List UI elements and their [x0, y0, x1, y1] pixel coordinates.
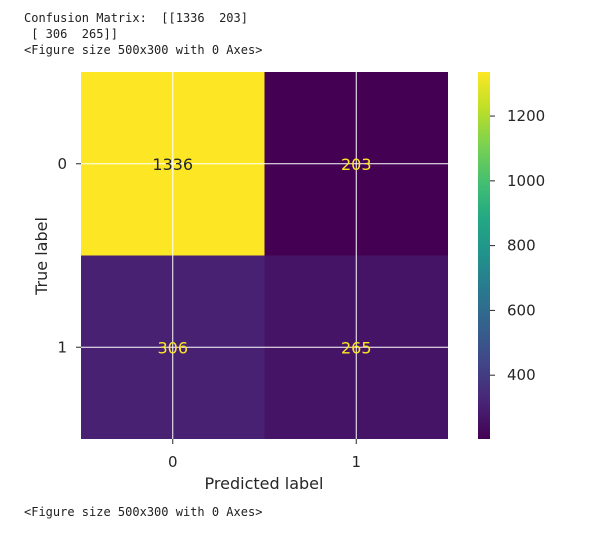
- console-output-bottom: <Figure size 500x300 with 0 Axes>: [24, 505, 263, 519]
- console-output-top: Confusion Matrix: [[1336 203] [ 306 265]…: [24, 10, 262, 58]
- cell-value-label: 306: [157, 338, 188, 357]
- colorbar-tick-label: 800: [507, 237, 536, 255]
- y-axis-label: True label: [32, 217, 51, 296]
- colorbar-tick-label: 1200: [507, 107, 545, 125]
- colorbar-tick-label: 1000: [507, 172, 545, 190]
- output-line: Confusion Matrix: [[1336 203]: [24, 11, 248, 25]
- x-tick-label: 1: [351, 453, 361, 471]
- output-line: [ 306 265]]: [24, 27, 118, 41]
- y-tick-label: 1: [57, 338, 67, 356]
- colorbar-tick-label: 600: [507, 301, 536, 319]
- output-line: <Figure size 500x300 with 0 Axes>: [24, 43, 263, 57]
- cell-value-label: 203: [341, 155, 372, 174]
- cell-value-label: 1336: [152, 155, 193, 174]
- colorbar-tick-label: 400: [507, 366, 536, 384]
- x-tick-label: 0: [168, 453, 178, 471]
- x-axis-label: Predicted label: [205, 474, 324, 493]
- y-tick-label: 0: [57, 155, 67, 173]
- colorbar: [478, 72, 490, 439]
- cell-value-label: 265: [341, 338, 372, 357]
- confusion-matrix-chart: 1336 203 306 265 0 1 0 1 Predicted label True …: [32, 72, 545, 493]
